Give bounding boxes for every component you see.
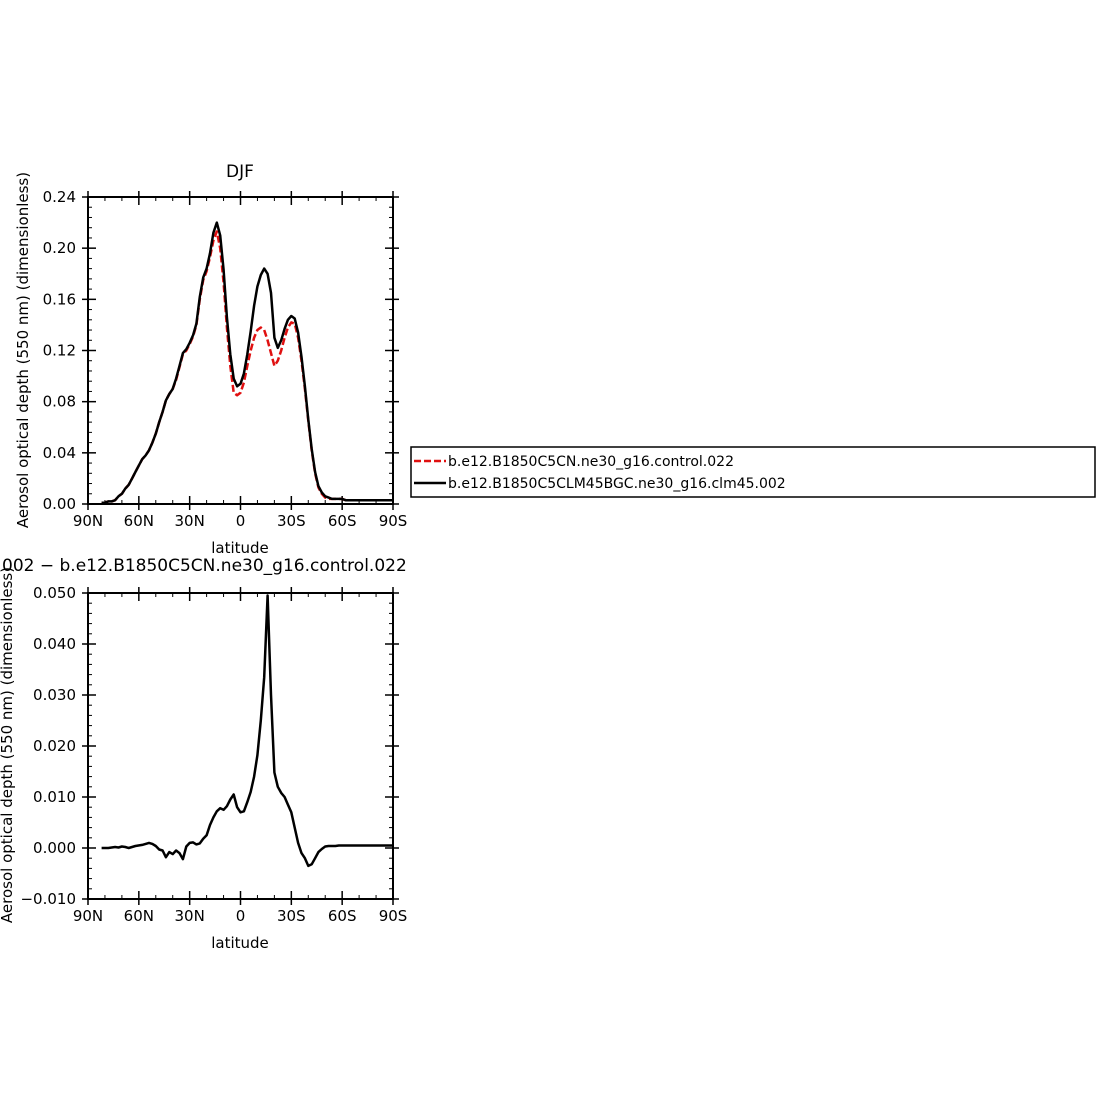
x-tick-label: 90N [73, 512, 103, 530]
y-tick-label: 0.000 [33, 839, 76, 857]
y-tick-label: 0.040 [33, 635, 76, 653]
y-tick-label: 0.08 [43, 393, 76, 411]
legend-label-clm45: b.e12.B1850C5CLM45BGC.ne30_g16.clm45.002 [448, 476, 786, 492]
x-tick-label: 0 [236, 907, 246, 925]
y-tick-label: 0.010 [33, 788, 76, 806]
y-tick-label: 0.16 [43, 290, 76, 308]
series-line-clm45 [101, 221, 393, 504]
y-tick-label: 0.20 [43, 239, 76, 257]
top-ticks: 90N 60N 30N 0 30S 60S 90S 0.00 0.04 0.08 0.12 0.16 0… [43, 188, 408, 530]
y-axis-label: Aerosol optical depth (550 nm) (dimensio… [0, 567, 16, 923]
series-line-control [101, 230, 393, 504]
top-series-lines [101, 221, 393, 504]
x-tick-label: 60S [328, 512, 357, 530]
y-tick-label: 0.020 [33, 737, 76, 755]
x-tick-label: 60N [124, 512, 154, 530]
plot-frame [87, 592, 394, 900]
y-tick-label: −0.010 [20, 890, 76, 908]
panel-djf: DJF 90N 60N 30N 0 30S 60S 90S 0.00 0.04 0.08 0.12 0… [14, 162, 407, 557]
x-tick-label: 0 [236, 512, 246, 530]
legend: b.e12.B1850C5CN.ne30_g16.control.022 b.e… [410, 446, 1096, 498]
x-axis-label: latitude [211, 934, 269, 952]
y-tick-label: 0.12 [43, 342, 76, 360]
y-tick-label: 0.24 [43, 188, 76, 206]
y-tick-label: 0.030 [33, 686, 76, 704]
legend-box [410, 446, 1096, 498]
y-tick-label: 0.04 [43, 444, 76, 462]
x-tick-label: 30N [175, 512, 205, 530]
bottom-series-lines [101, 594, 393, 868]
x-axis-label: latitude [211, 539, 269, 557]
y-tick-label: 0.00 [43, 495, 76, 513]
plot-frame [87, 196, 394, 505]
x-tick-label: 30N [175, 907, 205, 925]
chart-title: DJF [226, 162, 254, 182]
x-tick-label: 30S [277, 907, 306, 925]
y-tick-label: 0.050 [33, 584, 76, 602]
bottom-ticks: 90N 60N 30N 0 30S 60S 90S −0.010 0.000 0.010 0.020… [20, 584, 407, 925]
x-tick-label: 60S [328, 907, 357, 925]
x-tick-label: 90S [379, 907, 408, 925]
x-tick-label: 60N [124, 907, 154, 925]
y-axis-label: Aerosol optical depth (550 nm) (dimensio… [14, 172, 32, 528]
x-tick-label: 30S [277, 512, 306, 530]
difference-line [101, 594, 393, 868]
panel-difference: 002 − b.e12.B1850C5CN.ne30_g16.control.0… [0, 556, 407, 952]
x-tick-label: 90S [379, 512, 408, 530]
chart-title: 002 − b.e12.B1850C5CN.ne30_g16.control.0… [2, 556, 407, 576]
x-tick-label: 90N [73, 907, 103, 925]
legend-label-control: b.e12.B1850C5CN.ne30_g16.control.022 [448, 454, 734, 470]
